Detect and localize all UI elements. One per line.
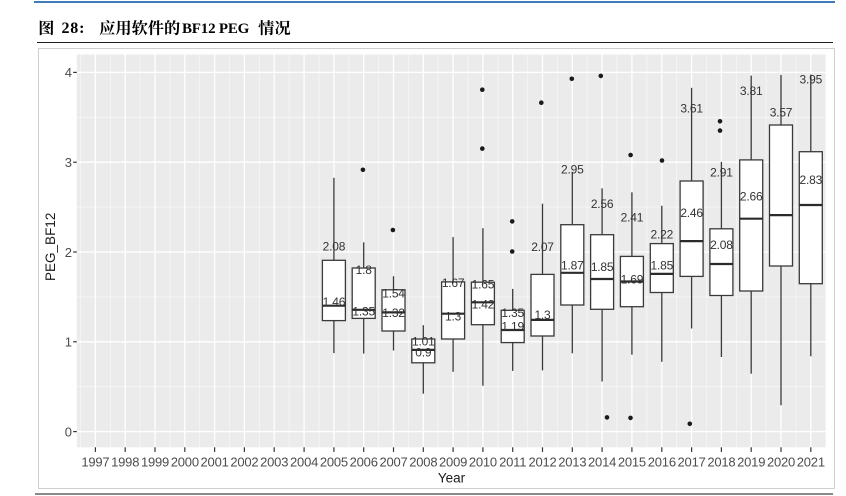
svg-text:2018: 2018 [707,454,735,469]
svg-text:2.08: 2.08 [710,238,733,252]
svg-text:PEG_BF12: PEG_BF12 [43,213,58,281]
svg-text:1.69: 1.69 [621,273,644,287]
svg-text:1997: 1997 [81,454,109,469]
svg-text:2009: 2009 [439,454,467,469]
svg-text:Year: Year [438,471,466,486]
svg-text:2007: 2007 [379,454,407,469]
svg-text:1.3: 1.3 [445,310,462,324]
svg-text:1.8: 1.8 [356,263,373,277]
svg-text:2013: 2013 [558,454,586,469]
svg-text:2.66: 2.66 [740,189,763,203]
svg-text:1.35: 1.35 [501,306,524,320]
svg-text:1.19: 1.19 [501,320,524,334]
svg-text:28:: 28: [62,20,86,37]
svg-text:2019: 2019 [737,454,765,469]
svg-text:1.01: 1.01 [412,334,435,348]
svg-text:1.65: 1.65 [472,278,495,292]
svg-text:0.9: 0.9 [415,345,432,359]
svg-text:2014: 2014 [588,454,616,469]
svg-text:2.56: 2.56 [591,197,614,211]
svg-text:1.85: 1.85 [591,260,614,274]
svg-text:3.81: 3.81 [740,84,763,98]
svg-text:2.91: 2.91 [710,165,733,179]
svg-text:2011: 2011 [499,454,526,469]
svg-text:1998: 1998 [111,454,139,469]
svg-text:2016: 2016 [648,454,676,469]
svg-text:BF12 PEG: BF12 PEG [182,21,250,37]
svg-text:1.3: 1.3 [534,308,551,322]
svg-text:2.41: 2.41 [621,210,644,224]
svg-text:2012: 2012 [528,454,556,469]
svg-text:2.08: 2.08 [323,239,346,253]
svg-text:2008: 2008 [409,454,437,469]
svg-text:2010: 2010 [469,454,497,469]
svg-text:2.07: 2.07 [531,240,554,254]
svg-text:1.87: 1.87 [561,259,584,273]
svg-text:2.83: 2.83 [800,173,823,187]
svg-text:2004: 2004 [290,454,318,469]
svg-text:1.54: 1.54 [382,287,405,301]
svg-text:3.95: 3.95 [800,72,823,86]
svg-text:2015: 2015 [618,454,646,469]
svg-text:1.42: 1.42 [472,297,495,311]
svg-text:1.67: 1.67 [442,276,465,290]
svg-text:2001: 2001 [201,454,229,469]
svg-text:2.46: 2.46 [680,206,703,220]
svg-text:2.22: 2.22 [651,227,674,241]
svg-text:1.46: 1.46 [323,295,346,309]
svg-text:2003: 2003 [260,454,288,469]
svg-text:4: 4 [65,65,72,80]
svg-text:0: 0 [65,424,72,439]
svg-text:2002: 2002 [230,454,258,469]
svg-text:3: 3 [65,155,72,170]
svg-text:2017: 2017 [678,454,706,469]
svg-text:3.57: 3.57 [770,106,793,120]
svg-text:3.61: 3.61 [680,102,703,116]
svg-text:1.35: 1.35 [352,305,375,319]
svg-text:2005: 2005 [320,454,348,469]
svg-text:1999: 1999 [141,454,169,469]
svg-text:2.95: 2.95 [561,163,584,177]
svg-text:1.32: 1.32 [382,306,405,320]
svg-text:2021: 2021 [797,454,825,469]
svg-text:2020: 2020 [767,454,795,469]
svg-text:2000: 2000 [171,454,199,469]
svg-text:1: 1 [65,335,72,350]
svg-text:2: 2 [65,245,72,260]
svg-text:2006: 2006 [350,454,378,469]
svg-text:1.85: 1.85 [651,258,674,272]
